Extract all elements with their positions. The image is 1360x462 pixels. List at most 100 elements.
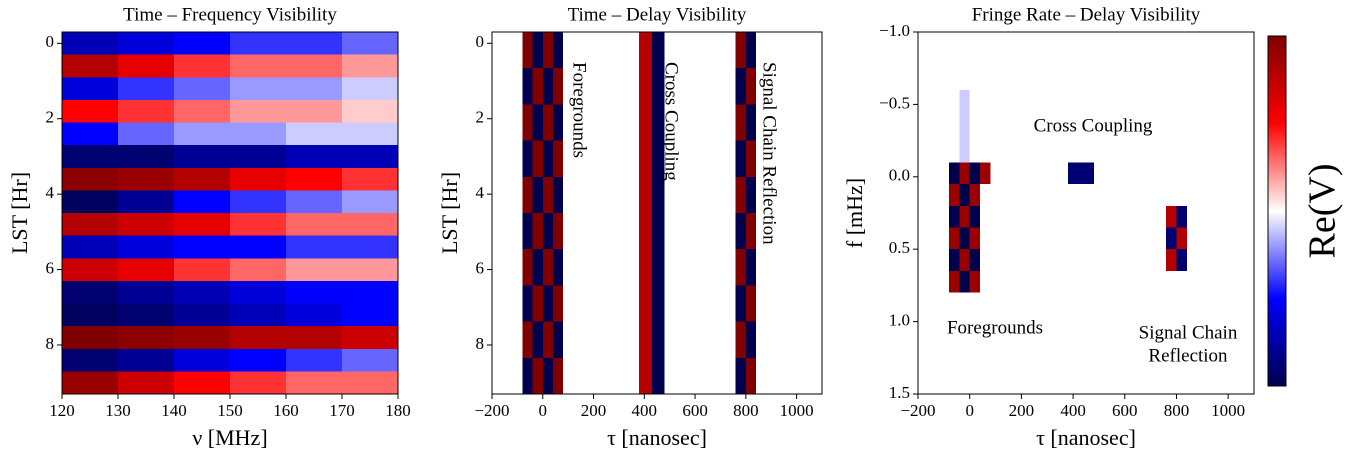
heatmap-cell [62,303,118,327]
heatmap-cell [1166,89,1177,163]
heatmap-cell [286,190,342,213]
heatmap-cell [342,77,398,100]
heatmap-cell [552,68,564,105]
heatmap-cell [959,162,970,185]
x-axis-label: τ [nanosec] [1036,425,1136,450]
heatmap-cell [980,292,991,394]
heatmap-cell [1186,205,1254,228]
heatmap-cell [286,258,342,281]
heatmap-cell [1067,89,1081,163]
annotation: Cross Coupling [661,62,682,181]
heatmap-cell [949,89,960,163]
heatmap-cell [1176,292,1187,394]
heatmap-cell [969,205,981,228]
heatmap-cell [1093,89,1167,163]
heatmap-cell [1080,205,1094,228]
heatmap-cell [735,32,746,69]
x-axis-label: τ [nanosec] [607,425,707,450]
y-tick-label: 2 [46,108,55,127]
plot-frame [917,31,1255,395]
heatmap-cell [230,235,286,259]
heatmap-cell [756,140,822,177]
heatmap-cell [756,249,822,286]
heatmap-cell [230,32,286,55]
heatmap-cell [174,348,230,372]
x-tick-label: −200 [474,401,509,420]
heatmap-cell [1080,292,1094,394]
heatmap-cell [230,326,286,349]
heatmap-cell [552,176,564,213]
x-tick-label: 130 [105,401,131,420]
heatmap-cell [1186,32,1254,90]
y-tick-label: 6 [46,258,55,277]
heatmap-cell [959,205,970,228]
heatmap-cell [286,167,342,191]
heatmap-cell [664,32,736,69]
heatmap-cell [745,32,756,69]
heatmap-cell [532,249,543,286]
y-tick-label: 6 [476,258,485,277]
heatmap-cell [342,371,398,394]
heatmap-cell [1067,32,1081,90]
heatmap-cell [342,235,398,259]
x-tick-label: −200 [900,401,935,420]
heatmap-cell [1166,205,1177,228]
heatmap-cell [949,227,960,250]
heatmap-cell [342,167,398,191]
heatmap-cell [1067,270,1081,293]
heatmap-cell [118,99,174,123]
heatmap-cell [1080,162,1094,185]
heatmap-cell [286,122,342,146]
heatmap-cell [542,32,553,69]
heatmap-cell [532,140,543,177]
heatmap-cell [1186,162,1254,185]
heatmap-cell [1186,89,1254,163]
heatmap-cell [639,321,652,358]
heatmap-cell [286,371,342,394]
heatmap-cell [990,162,1068,185]
heatmap-cell [563,321,640,358]
annotation: Reflection [1148,345,1228,366]
heatmap-cell [342,303,398,327]
panel-title: Time – Delay Visibility [568,4,747,25]
heatmap-cell [980,249,991,271]
heatmap-cell [918,89,950,163]
heatmap-cell [918,249,950,271]
heatmap-cell [563,285,640,322]
x-tick-label: 1000 [780,401,814,420]
heatmap-cell [62,77,118,100]
heatmap-cell [230,167,286,191]
heatmap-cell [118,280,174,304]
heatmap-cell [918,184,950,206]
heatmap-cell [62,167,118,191]
heatmap-cell [286,326,342,349]
heatmap-cell [1067,227,1081,250]
heatmap-cell [735,285,746,322]
heatmap-cell [532,104,543,141]
heatmap-cell [745,285,756,322]
heatmap-cell [62,371,118,394]
heatmap-cell [230,348,286,372]
heatmap-cell [1166,227,1177,250]
heatmap-cell [664,176,736,213]
heatmap-cell [990,249,1068,271]
heatmap-cell [62,122,118,146]
heatmap-cell [1080,270,1094,293]
colorbar-label: Re(V) [1302,164,1344,259]
heatmap-cell [918,162,950,185]
heatmap-cell [174,280,230,304]
heatmap-cell [118,326,174,349]
heatmap-cell [1186,249,1254,271]
heatmap-cell [756,68,822,105]
heatmap-cell [492,32,523,69]
heatmap-cell [1080,184,1094,206]
heatmap-cell [118,371,174,394]
heatmap-cell [664,357,736,394]
x-tick-label: 400 [1060,401,1086,420]
heatmap-cell [174,371,230,394]
heatmap-cell [532,68,543,105]
panel-title: Fringe Rate – Delay Visibility [972,4,1201,25]
heatmap-cell [1080,89,1094,163]
heatmap-cell [342,213,398,236]
